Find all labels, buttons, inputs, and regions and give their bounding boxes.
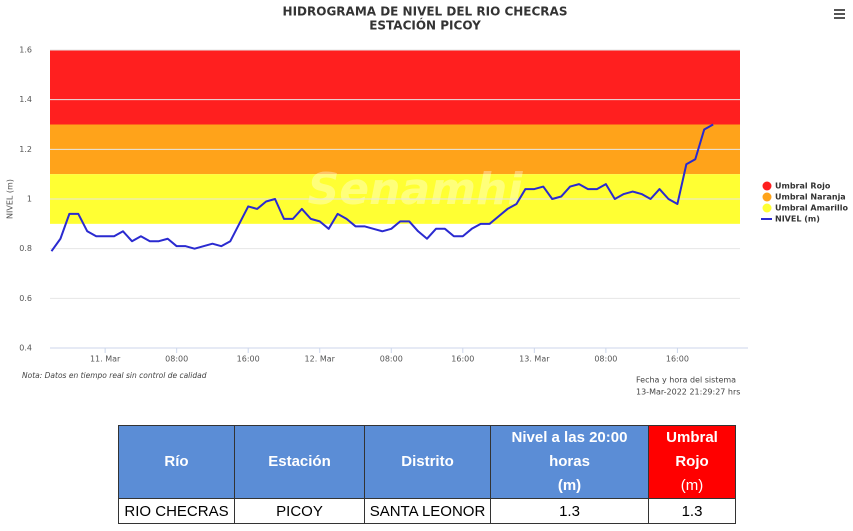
system-time: 13-Mar-2022 21:29:27 hrs [636,388,740,397]
x-tick-label: 16:00 [237,355,260,364]
x-tick-label: 08:00 [594,355,617,364]
data-line [50,123,714,252]
header-text: Nivel a las 20:00 [511,429,628,446]
header-text: Distrito [401,453,454,470]
y-tick-label: 0.4 [19,344,32,353]
menu-icon[interactable] [834,9,845,19]
watermark: Senamhi [308,164,524,215]
header-text: Río [164,453,189,470]
header-text: Rojo [675,453,709,470]
y-tick-label: 1 [27,195,32,204]
data-table: Río Estación Distrito Nivel a las 20:00 h… [118,425,736,524]
header-cell: Nivel a las 20:00 horas (m) [490,425,649,499]
threshold-band [50,50,740,125]
legend-marker [762,181,772,191]
header-text: (m) [557,477,582,494]
y-tick-label: 0.8 [19,244,32,253]
chart-title: HIDROGRAMA DE NIVEL DEL RIO CHECRAS [283,5,568,19]
header-text: Umbral [666,429,718,446]
header-text: (m) [680,477,704,494]
header-cell: Umbral Rojo (m) [648,425,736,499]
chart-subtitle: ESTACIÓN PICOY [369,18,481,33]
cell: SANTA LEONOR [364,498,491,524]
legend-label: NIVEL (m) [775,215,820,224]
y-tick-label: 1.4 [19,95,32,104]
header-cell: Distrito [364,425,491,499]
header-cell: Río [118,425,235,499]
y-tick-label: 1.6 [19,46,32,55]
header-text: horas [549,453,590,470]
x-tick-label: 08:00 [165,355,188,364]
header-cell: Estación [234,425,365,499]
legend-marker [762,203,772,213]
data-row: RIO CHECRAS PICOY SANTA LEONOR 1.3 1.3 [118,498,736,524]
legend-label: Umbral Rojo [775,182,831,191]
y-tick-label: 1.2 [19,145,32,154]
cell: PICOY [234,498,365,524]
legend-label: Umbral Naranja [775,193,846,202]
x-tick-label: 08:00 [380,355,403,364]
legend-label: Umbral Amarillo [775,204,849,213]
x-tick-label: 16:00 [666,355,689,364]
system-time-label: Fecha y hora del sistema [636,376,736,385]
x-tick-label: 12. Mar [305,355,336,364]
cell: 1.3 [490,498,649,524]
header-text: Estación [268,453,331,470]
legend-marker [762,192,772,202]
chart: HIDROGRAMA DE NIVEL DEL RIO CHECRAS ESTA… [6,5,849,397]
header-row: Río Estación Distrito Nivel a las 20:00 h… [118,425,736,499]
x-tick-label: 13. Mar [519,355,550,364]
note: Nota: Datos en tiempo real sin control d… [22,371,207,380]
cell: RIO CHECRAS [118,498,235,524]
x-tick-label: 11. Mar [90,355,121,364]
x-tick-label: 16:00 [451,355,474,364]
y-tick-label: 0.6 [19,294,32,303]
cell: 1.3 [648,498,736,524]
y-axis-title: NIVEL (m) [6,179,15,219]
